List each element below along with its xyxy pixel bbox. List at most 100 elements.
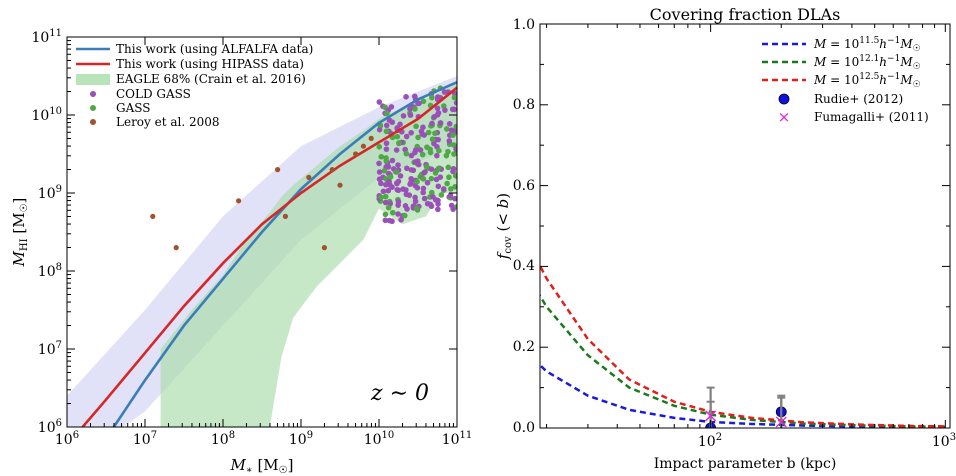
leroy-point <box>329 167 335 173</box>
gass-point <box>413 123 419 130</box>
left-ticks <box>66 36 458 428</box>
gass-point <box>428 175 435 182</box>
cold-gass-point <box>429 120 435 127</box>
cold-gass-point <box>441 89 448 95</box>
cold-gass-point <box>407 112 414 118</box>
legend-fumagalli-marker: × <box>778 108 791 126</box>
gass-point <box>419 151 426 158</box>
right-ticks <box>540 23 950 429</box>
cold-gass-point <box>428 203 435 210</box>
cold-gass-point <box>402 203 409 209</box>
right-x-axis-label: Impact parameter b (kpc) <box>654 456 837 472</box>
cold-gass-point <box>385 187 392 194</box>
cold-gass-point <box>382 217 389 224</box>
legend-hipass: This work (using HIPASS data) <box>116 57 304 71</box>
left-x-tick: 107 <box>133 430 157 448</box>
right-x-tick: 102 <box>698 432 722 450</box>
cold-gass-point <box>434 105 441 112</box>
cold-gass-point <box>412 147 419 153</box>
gass-point <box>412 106 418 112</box>
gass-point <box>420 176 427 182</box>
gass-point <box>394 133 401 140</box>
cold-gass-point <box>395 211 401 217</box>
gass-point <box>432 130 438 137</box>
cold-gass-point <box>400 113 407 119</box>
leroy-point <box>360 143 366 149</box>
cold-gass-point <box>437 174 444 180</box>
left-x-tick: 108 <box>211 430 235 448</box>
alfalfa-curve <box>112 81 457 427</box>
gass-point <box>415 134 421 141</box>
cold-gass-point <box>397 173 404 179</box>
cold-gass-point <box>383 122 390 129</box>
gass-point <box>428 94 435 101</box>
leroy-point <box>368 135 374 141</box>
legend-gass-marker <box>90 105 96 111</box>
gass-point <box>451 151 457 157</box>
left-y-tick: 109 <box>38 184 62 202</box>
cold-gass-point <box>404 165 410 172</box>
cold-gass-point <box>435 136 441 143</box>
left-chart: 106 107 108 109 1010 1011 106 107 108 10… <box>10 28 472 476</box>
left-y-tick: 107 <box>38 340 62 358</box>
gass-point <box>383 158 390 164</box>
right-y-tick: 1.0 <box>513 17 535 33</box>
leroy-point <box>173 245 179 251</box>
cold-gass-point <box>408 129 414 136</box>
cold-gass-point <box>387 182 393 188</box>
cold-gass-point <box>378 180 384 187</box>
leroy-point <box>321 245 327 251</box>
gass-point <box>381 168 388 174</box>
left-x-tick: 1011 <box>442 430 473 448</box>
cold-gass-point <box>395 162 401 168</box>
cold-gass-point <box>388 104 395 110</box>
right-y-tick: 0.8 <box>513 97 535 113</box>
legend-coldgass-marker <box>90 91 96 97</box>
gass-point <box>396 140 402 146</box>
legend-leroy-marker <box>90 119 96 125</box>
leroy-point <box>150 213 156 219</box>
cold-gass-point <box>453 146 457 152</box>
cold-gass-point <box>408 167 415 173</box>
cold-gass-point <box>450 168 456 175</box>
cold-gass-point <box>376 169 383 175</box>
leroy-points <box>150 135 374 251</box>
cold-gass-point <box>400 186 406 192</box>
gass-point <box>389 209 396 216</box>
gass-point <box>448 186 454 192</box>
cold-gass-point <box>416 100 422 107</box>
cold-gass-point <box>398 216 404 223</box>
left-x-tick: 106 <box>55 430 79 448</box>
cold-gass-point <box>420 185 427 192</box>
left-x-axis-label: M∗ [M☉] <box>230 456 294 476</box>
gass-point <box>382 193 389 200</box>
cold-gass-point <box>376 99 383 105</box>
observations <box>705 386 787 428</box>
gass-point <box>401 212 408 219</box>
legend-fumagalli: Fumagalli+ (2011) <box>814 110 929 124</box>
legend-coldgass: COLD GASS <box>116 87 191 101</box>
hipass-curve <box>81 86 457 427</box>
legend-leroy: Leroy et al. 2008 <box>116 115 220 129</box>
gass-point <box>429 136 436 143</box>
cold-gass-point <box>403 133 410 140</box>
gass-point <box>453 123 457 130</box>
gass-point <box>403 150 410 157</box>
cold-gass-point <box>382 199 389 206</box>
legend-rudie: Rudie+ (2012) <box>814 92 903 106</box>
legend-m121: M = 1012.1h−1M☉ <box>813 54 921 72</box>
gass-point <box>420 98 427 105</box>
left-x-tick: 109 <box>289 430 313 448</box>
gass-point <box>378 194 384 201</box>
cold-gass-point <box>383 146 390 152</box>
gass-point <box>383 128 390 135</box>
cold-gass-point <box>380 188 387 195</box>
cold-gass-point <box>428 166 435 172</box>
gass-point <box>425 129 432 136</box>
leroy-point <box>306 174 312 180</box>
cold-gass-point <box>431 140 437 147</box>
gass-point <box>387 174 394 180</box>
cold-gass-point <box>435 197 441 204</box>
cold-gass-point <box>407 106 413 112</box>
